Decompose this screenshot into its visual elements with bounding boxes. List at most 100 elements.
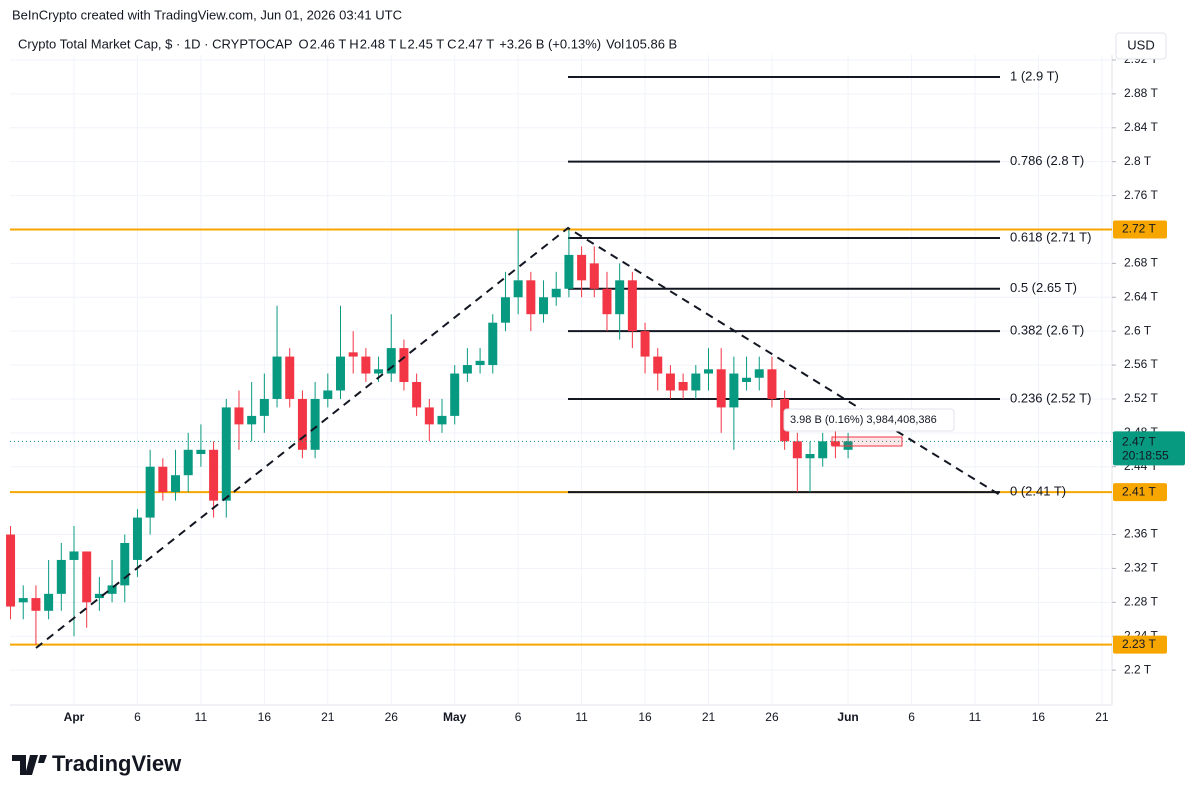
y-tick-label: 2.2 T	[1124, 662, 1152, 676]
candle-body	[44, 593, 54, 611]
level-badge	[1113, 220, 1167, 239]
candle-body	[437, 415, 447, 425]
candle-body	[297, 398, 307, 450]
legend: O 2.46 T H 2.48 T L 2.45 T C 2.47 T +3.26 B (+0.…	[299, 36, 678, 51]
candle-body	[551, 288, 561, 298]
legend-value: 2.46 T	[310, 36, 347, 51]
level-badge-label: 2.23 T	[1122, 637, 1156, 651]
legend-key: O	[299, 36, 309, 51]
candle-body	[792, 441, 802, 459]
y-tick-label: 2.64 T	[1124, 289, 1158, 303]
candle-body	[323, 390, 333, 399]
candle-body	[285, 356, 295, 399]
y-tick-label: 2.68 T	[1124, 256, 1158, 270]
measure-label: 3.98 B (0.16%) 3,984,408,386	[790, 414, 937, 426]
candle-body	[171, 475, 181, 493]
x-tick-label: 11	[969, 710, 982, 724]
candle-body	[539, 297, 549, 315]
x-tick-label: 16	[638, 710, 652, 724]
logo-text: TradingView	[52, 751, 182, 776]
candle-body	[234, 407, 244, 425]
candle-body	[627, 280, 637, 332]
candle-body	[678, 382, 688, 391]
candle-body	[513, 280, 523, 298]
candle-body	[6, 534, 16, 607]
x-tick-label: Apr	[64, 710, 85, 724]
currency[interactable]: USD	[1127, 37, 1154, 52]
level-badge-label: 2.41 T	[1122, 484, 1156, 498]
candle-body	[729, 373, 739, 408]
legend-value: 105.86 B	[625, 36, 677, 51]
fib-label: 0.786 (2.8 T)	[1010, 153, 1084, 168]
candle-body	[653, 356, 663, 374]
fib-label: 0 (2.41 T)	[1010, 484, 1066, 499]
legend-key: L	[399, 36, 406, 51]
logo: TradingView	[12, 751, 182, 776]
legend-value: 2.45 T	[408, 36, 445, 51]
candle-body	[462, 365, 472, 374]
candle-body	[82, 551, 92, 603]
candle-body	[18, 598, 28, 603]
candle-body	[500, 297, 510, 323]
candle-body	[475, 360, 485, 366]
price-axis: 2.2 T2.24 T2.28 T2.32 T2.36 T2.44 T2.48 …	[64, 52, 1185, 724]
x-tick-label: 11	[195, 710, 208, 724]
fib-label: 1 (2.9 T)	[1010, 68, 1059, 83]
x-tick-label: 21	[702, 710, 716, 724]
level-badge	[1113, 483, 1167, 502]
candle-body	[716, 369, 726, 408]
x-tick-label: 6	[908, 710, 915, 724]
candle-body	[361, 356, 371, 374]
y-tick-label: 2.88 T	[1124, 86, 1158, 100]
x-tick-label: 16	[1032, 710, 1046, 724]
y-tick-label: 2.56 T	[1124, 357, 1158, 371]
grid	[10, 55, 1112, 705]
legend-change: +3.26 B (+0.13%)	[499, 36, 601, 51]
legend-key: Vol	[606, 36, 624, 51]
currency-box[interactable]	[1115, 32, 1167, 60]
x-tick-label: 21	[321, 710, 335, 724]
candle-body	[640, 331, 650, 357]
legend-key: H	[349, 36, 358, 51]
measure-box	[831, 436, 903, 447]
candle-body	[818, 441, 828, 459]
fib-label: 0.618 (2.71 T)	[1010, 229, 1091, 244]
last-price-label: 2.47 T	[1122, 434, 1156, 448]
legend-symbol: Crypto Total Market Cap, $ · 1D · CRYPTO…	[18, 36, 293, 51]
x-tick-label: 26	[765, 710, 779, 724]
fib-label: 0.236 (2.52 T)	[1010, 390, 1091, 405]
candle-body	[564, 254, 574, 289]
y-tick-label: 2.52 T	[1124, 391, 1158, 405]
y-tick-label: 2.28 T	[1124, 594, 1158, 608]
candle-body	[221, 407, 231, 501]
candle-body	[374, 369, 384, 374]
candle-body	[259, 398, 269, 416]
candle-body	[412, 382, 422, 408]
marks: 1 (2.9 T) 0.786 (2.8 T) 0.618 (2.71 T) 0.5 …	[6, 68, 1112, 646]
y-tick-label: 2.8 T	[1124, 154, 1152, 168]
candle-body	[665, 373, 675, 391]
candle-body	[196, 449, 206, 455]
candle-body	[399, 348, 409, 382]
countdown: 20:18:55	[1122, 448, 1169, 462]
last-price-badge	[1113, 431, 1185, 466]
candle-body	[602, 288, 612, 315]
candle-body	[183, 449, 193, 476]
candle-body	[31, 598, 41, 611]
fib-label: 0.5 (2.65 T)	[1010, 280, 1077, 295]
logo-icon	[12, 755, 47, 775]
measure-tool: 3.98 B (0.16%) 3,984,408,386	[783, 408, 955, 447]
candle-body	[335, 356, 345, 391]
level-badge	[1113, 635, 1167, 654]
candle-body	[107, 585, 117, 594]
candle-body	[310, 398, 320, 450]
candle-body	[704, 369, 713, 374]
candle-body	[830, 441, 840, 446]
candle-body	[742, 377, 752, 382]
y-tick-label: 2.6 T	[1124, 323, 1152, 337]
measure-label-bg	[783, 408, 955, 432]
trend-line	[35, 226, 1001, 649]
y-tick-label: 2.76 T	[1124, 188, 1158, 202]
fib-label: 0.382 (2.6 T)	[1010, 323, 1084, 338]
y-tick-label: 2.84 T	[1124, 120, 1158, 134]
